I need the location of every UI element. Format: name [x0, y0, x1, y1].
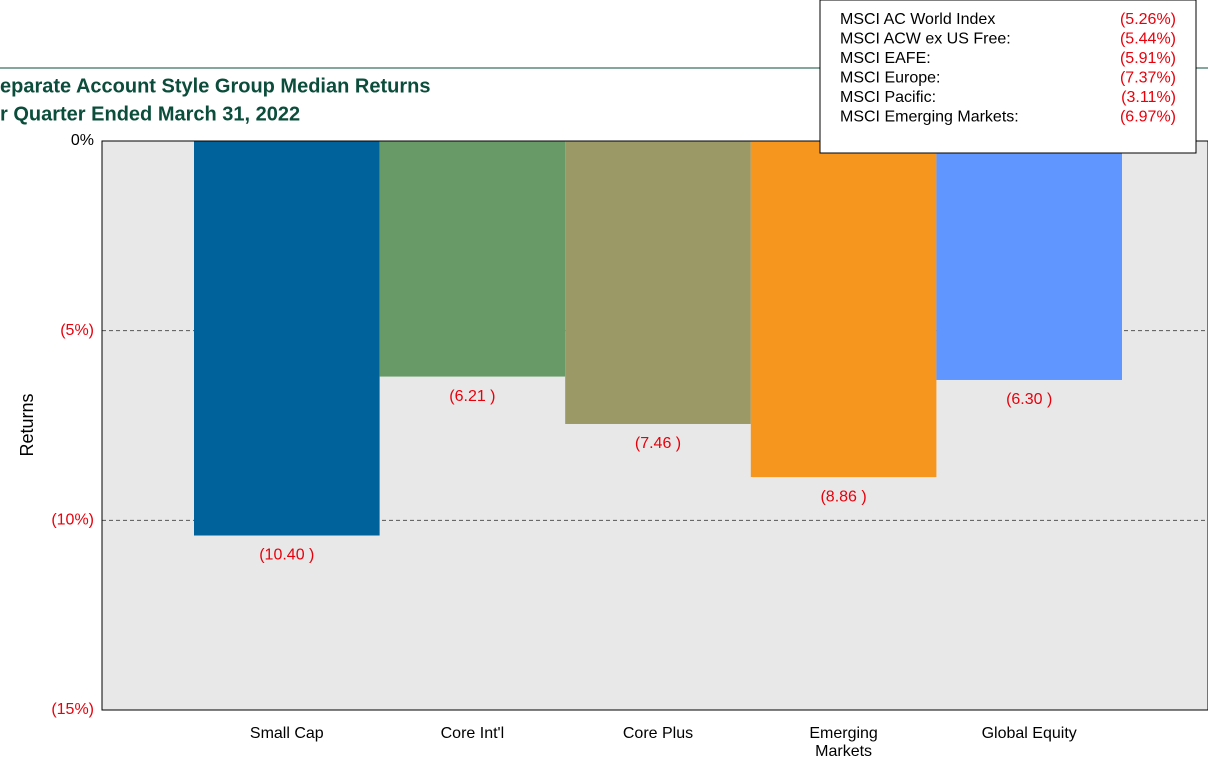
- value-label: (10.40 ): [259, 547, 314, 564]
- x-tick-label: Core Int'l: [441, 725, 505, 742]
- bar: [379, 141, 566, 377]
- x-tick-label: Global Equity: [982, 725, 1077, 742]
- bar: [194, 141, 380, 536]
- bar: [750, 141, 937, 478]
- bar: [936, 141, 1122, 380]
- index-name: MSCI Pacific:: [840, 89, 936, 106]
- value-label: (7.46 ): [635, 435, 681, 452]
- y-axis-label: Returns: [17, 393, 37, 456]
- index-name: MSCI ACW ex US Free:: [840, 31, 1011, 48]
- chart-title: eparate Account Style Group Median Retur…: [0, 75, 430, 97]
- index-value: (5.91%): [1120, 50, 1176, 67]
- y-tick-label: (5%): [60, 322, 94, 339]
- index-value: (6.97%): [1120, 109, 1176, 126]
- index-value: (5.26%): [1120, 11, 1176, 28]
- index-name: MSCI Europe:: [840, 70, 940, 87]
- y-tick-label: (10%): [51, 512, 94, 529]
- y-tick-label: (15%): [51, 701, 94, 718]
- bar: [565, 141, 751, 424]
- value-label: (8.86 ): [820, 488, 866, 505]
- plot-border: [101, 140, 1208, 711]
- index-value: (5.44%): [1120, 31, 1176, 48]
- x-tick-label: Emerging Markets: [809, 725, 877, 760]
- chart-subtitle: r Quarter Ended March 31, 2022: [0, 103, 300, 125]
- index-box: [819, 0, 1197, 154]
- index-value: (3.11%): [1121, 89, 1176, 106]
- index-name: MSCI EAFE:: [840, 50, 931, 67]
- x-tick-label: Small Cap: [250, 725, 324, 742]
- x-tick-label: Core Plus: [623, 725, 693, 742]
- value-label: (6.21 ): [449, 388, 495, 405]
- index-value: (7.37%): [1120, 70, 1176, 87]
- index-name: MSCI AC World Index: [840, 11, 995, 28]
- index-name: MSCI Emerging Markets:: [840, 109, 1019, 126]
- value-label: (6.30 ): [1006, 391, 1052, 408]
- y-tick-label: 0%: [71, 132, 94, 149]
